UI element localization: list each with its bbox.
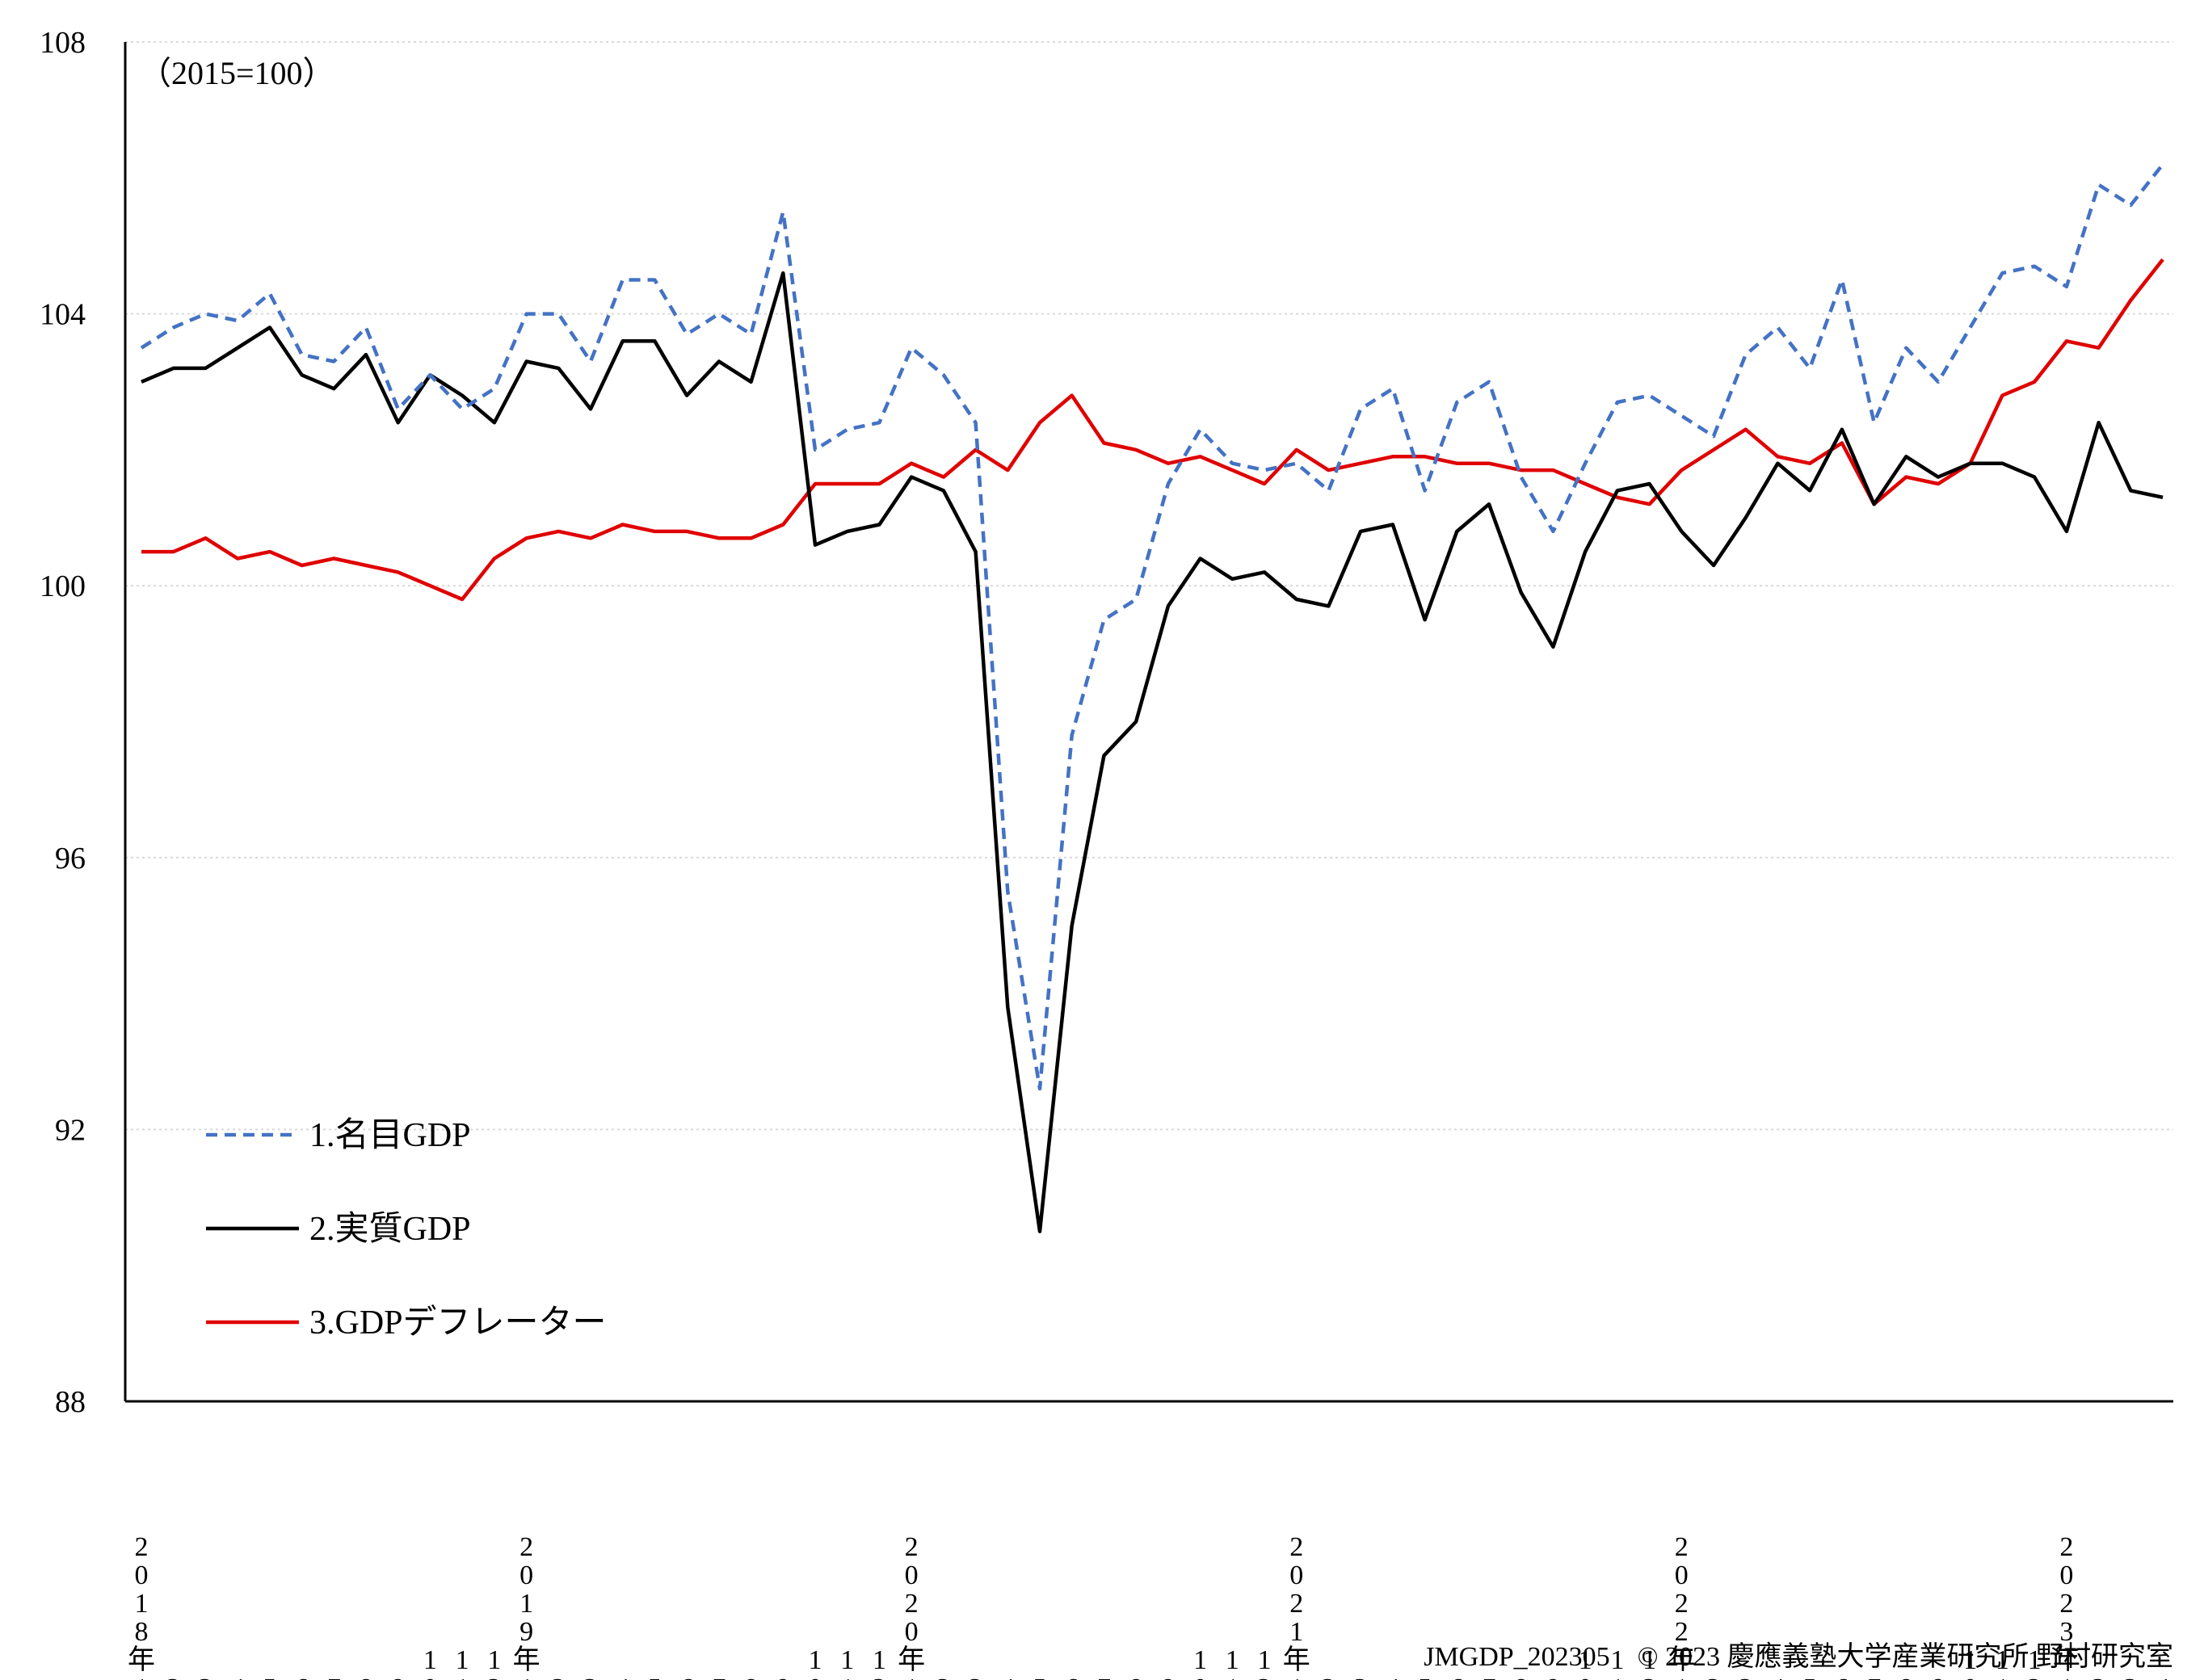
x-tick-label: 8月	[352, 1674, 380, 1680]
legend-label: 1.名目GDP	[309, 1117, 471, 1154]
x-tick-label: 10月	[1187, 1645, 1214, 1680]
series-lines	[140, 163, 2164, 1233]
x-tick-label: 12月	[2021, 1645, 2048, 1680]
y-tick-label: 92	[55, 1113, 86, 1147]
x-tick-label: 10月	[416, 1645, 444, 1680]
y-tick-label: 96	[55, 842, 86, 876]
x-tick-label: 2月	[930, 1674, 957, 1680]
x-tick-label: 5月	[1026, 1674, 1054, 1680]
x-tick-label: 8月	[738, 1674, 765, 1680]
x-tick-label: 8月	[1892, 1674, 1920, 1680]
x-tick-label: 3月	[1732, 1674, 1760, 1680]
legend-label: 2.実質GDP	[309, 1211, 471, 1248]
x-tick-label: 11月	[834, 1645, 861, 1680]
x-tick-label: 4月	[2149, 1674, 2177, 1680]
x-tick-label: 11月	[1218, 1645, 1246, 1680]
x-tick-label: 6月	[288, 1674, 316, 1680]
x-tick-label: 10月	[1957, 1645, 1984, 1680]
x-tick-label: 11月	[448, 1645, 476, 1680]
x-tick-label: 7月	[320, 1674, 347, 1680]
x-tick-label: 2021年1月	[1283, 1532, 1310, 1680]
x-tick-label: 2月	[545, 1674, 572, 1680]
x-tick-label: 6月	[1058, 1674, 1086, 1680]
x-tick-label: 12月	[865, 1645, 893, 1680]
y-tick-label: 100	[40, 569, 86, 603]
series-line	[140, 163, 2164, 1091]
y-tick-label: 108	[40, 26, 86, 60]
x-tick-label: 2018年1月	[128, 1532, 155, 1680]
y-tick-label: 88	[55, 1385, 86, 1419]
x-tick-label: 2023年1月	[2053, 1532, 2080, 1680]
y-tick-labels: 88 92 96 100 104 108	[40, 26, 86, 1419]
x-tick-label: 2022年1月	[1668, 1532, 1695, 1680]
unit-label: （2015=100）	[139, 55, 335, 91]
x-tick-label: 9月	[1155, 1674, 1182, 1680]
x-tick-label: 9月	[1539, 1674, 1567, 1680]
x-tick-label: 2月	[1700, 1674, 1727, 1680]
x-tick-label: 7月	[1090, 1674, 1117, 1680]
x-tick-label: 9月	[385, 1674, 412, 1680]
series-line	[141, 271, 2164, 1233]
x-tick-label: 8月	[1122, 1674, 1150, 1680]
x-tick-label: 11月	[1604, 1645, 1631, 1680]
x-tick-label: 5月	[256, 1674, 284, 1680]
x-tick-labels: 2018年1月2月3月4月5月6月7月8月9月10月11月12月2019年1月2…	[128, 1532, 2177, 1680]
x-tick-label: 3月	[962, 1674, 990, 1680]
x-tick-label: 6月	[1443, 1674, 1470, 1680]
legend: 1.名目GDP 2.実質GDP 3.GDPデフレーター	[206, 1117, 607, 1342]
axes	[124, 42, 2173, 1403]
x-tick-label: 7月	[1475, 1674, 1503, 1680]
legend-label: 3.GDPデフレーター	[309, 1304, 607, 1342]
y-tick-label: 104	[40, 298, 86, 332]
footer-credit: JMGDP_202305 © 2023 慶應義塾大学産業研究所 野村研究室	[1424, 1641, 2173, 1672]
x-tick-label: 4月	[224, 1674, 251, 1680]
x-tick-label: 4月	[609, 1674, 637, 1680]
x-tick-label: 2019年1月	[513, 1532, 540, 1680]
x-tick-label: 2月	[1314, 1674, 1342, 1680]
x-tick-label: 3月	[191, 1674, 219, 1680]
x-tick-label: 11月	[1988, 1645, 2016, 1680]
x-tick-label: 5月	[641, 1674, 668, 1680]
x-tick-label: 3月	[1347, 1674, 1374, 1680]
x-tick-label: 5月	[1411, 1674, 1439, 1680]
x-tick-label: 2月	[160, 1674, 187, 1680]
x-tick-label: 10月	[1571, 1645, 1599, 1680]
gridlines	[125, 41, 2173, 1131]
x-tick-label: 10月	[801, 1645, 829, 1680]
x-tick-label: 12月	[481, 1645, 508, 1680]
x-tick-label: 5月	[1796, 1674, 1823, 1680]
x-tick-label: 7月	[705, 1674, 733, 1680]
x-tick-label: 3月	[577, 1674, 604, 1680]
x-tick-label: 4月	[994, 1674, 1021, 1680]
x-tick-label: 2月	[2085, 1674, 2113, 1680]
x-tick-label: 2020年1月	[898, 1532, 925, 1680]
x-tick-label: 9月	[1924, 1674, 1952, 1680]
x-tick-label: 4月	[1379, 1674, 1407, 1680]
x-tick-label: 6月	[673, 1674, 700, 1680]
x-tick-label: 4月	[1764, 1674, 1791, 1680]
x-tick-label: 6月	[1828, 1674, 1856, 1680]
x-tick-label: 8月	[1508, 1674, 1535, 1680]
x-tick-label: 12月	[1636, 1645, 1664, 1680]
x-tick-label: 3月	[2117, 1674, 2144, 1680]
x-tick-label: 9月	[769, 1674, 797, 1680]
x-tick-label: 12月	[1251, 1645, 1278, 1680]
x-tick-label: 7月	[1861, 1674, 1888, 1680]
series-line	[141, 258, 2164, 602]
